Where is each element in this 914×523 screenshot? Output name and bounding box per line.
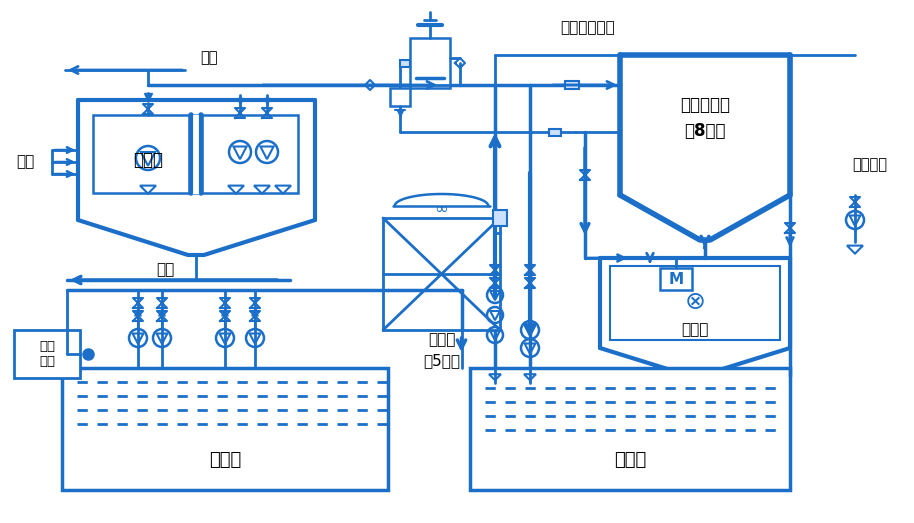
Bar — [93, 115, 298, 193]
Bar — [191, 115, 201, 193]
Text: 污水: 污水 — [16, 154, 34, 169]
Text: M: M — [668, 271, 684, 287]
Bar — [470, 368, 790, 490]
Text: ⊗: ⊗ — [685, 290, 706, 314]
Text: 污泥处理: 污泥处理 — [853, 157, 887, 173]
Text: 冲渣: 冲渣 — [200, 51, 218, 65]
Text: 漩流池: 漩流池 — [133, 151, 163, 169]
Bar — [610, 266, 780, 340]
Text: 用户: 用户 — [156, 263, 175, 278]
Text: 热水池: 热水池 — [614, 451, 646, 469]
Text: 自动加药装置: 自动加药装置 — [560, 20, 615, 36]
Bar — [400, 60, 410, 66]
Bar — [390, 88, 410, 106]
Text: 化学除油器
（8台）: 化学除油器 （8台） — [680, 96, 730, 140]
Bar — [62, 368, 388, 490]
Text: 补水
系统: 补水 系统 — [39, 340, 55, 368]
Bar — [410, 38, 450, 88]
Bar — [493, 210, 507, 226]
Bar — [383, 218, 500, 330]
Text: 冷却塔
（5台）: 冷却塔 （5台） — [423, 332, 460, 368]
Bar — [14, 330, 80, 378]
Text: ∞: ∞ — [434, 200, 449, 218]
Bar — [549, 129, 561, 135]
Text: 冷水池: 冷水池 — [209, 451, 241, 469]
Text: 污泥池: 污泥池 — [681, 323, 708, 337]
Bar — [660, 268, 692, 290]
Bar — [565, 81, 579, 89]
